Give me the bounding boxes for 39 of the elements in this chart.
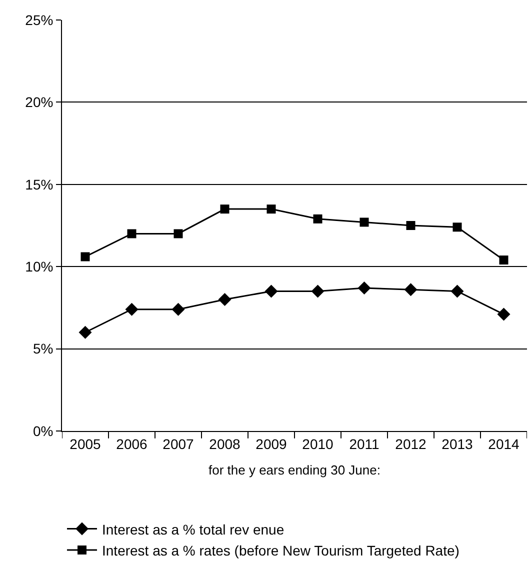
legend-label: Interest as a % total rev enue	[102, 521, 284, 538]
point	[127, 229, 136, 238]
y-tick-label: 15%	[25, 176, 54, 192]
point	[311, 284, 324, 298]
x-tick-label: 2006	[116, 436, 148, 452]
point	[78, 326, 92, 339]
x-tick-label: 2014	[488, 436, 520, 452]
y-tick-label: 5%	[32, 340, 54, 357]
point	[80, 252, 90, 262]
y-tick-label: 10%	[25, 258, 54, 274]
x-tick-label: 2011	[349, 436, 380, 452]
point	[360, 218, 369, 227]
x-tick-label: 2005	[70, 436, 102, 452]
point	[404, 283, 418, 296]
point	[450, 284, 464, 298]
y-tick-label: 20%	[25, 94, 54, 110]
point	[266, 204, 276, 214]
point	[499, 256, 508, 265]
x-tick-label: 2012	[395, 436, 427, 452]
point	[264, 284, 278, 298]
x-tick-label: 2008	[209, 436, 241, 452]
point	[220, 204, 230, 214]
point	[452, 222, 462, 232]
point	[358, 281, 371, 294]
point	[313, 214, 322, 224]
y-tick-label: 25%	[25, 12, 54, 28]
x-tick-label: 2013	[442, 436, 474, 452]
x-axis-title: for the y ears ending 30 June:	[208, 462, 381, 478]
point	[497, 308, 510, 321]
point	[174, 229, 183, 238]
point	[125, 302, 138, 316]
x-tick-label: 2010	[302, 436, 334, 452]
point	[218, 292, 232, 306]
y-tick-label: 0%	[32, 422, 54, 439]
point	[406, 221, 416, 230]
x-tick-label: 2007	[162, 436, 194, 452]
legend-label: Interest as a % rates (before New Tourism Targeted Rate)	[102, 542, 460, 558]
point	[172, 302, 185, 316]
x-tick-label: 2009	[256, 436, 288, 452]
